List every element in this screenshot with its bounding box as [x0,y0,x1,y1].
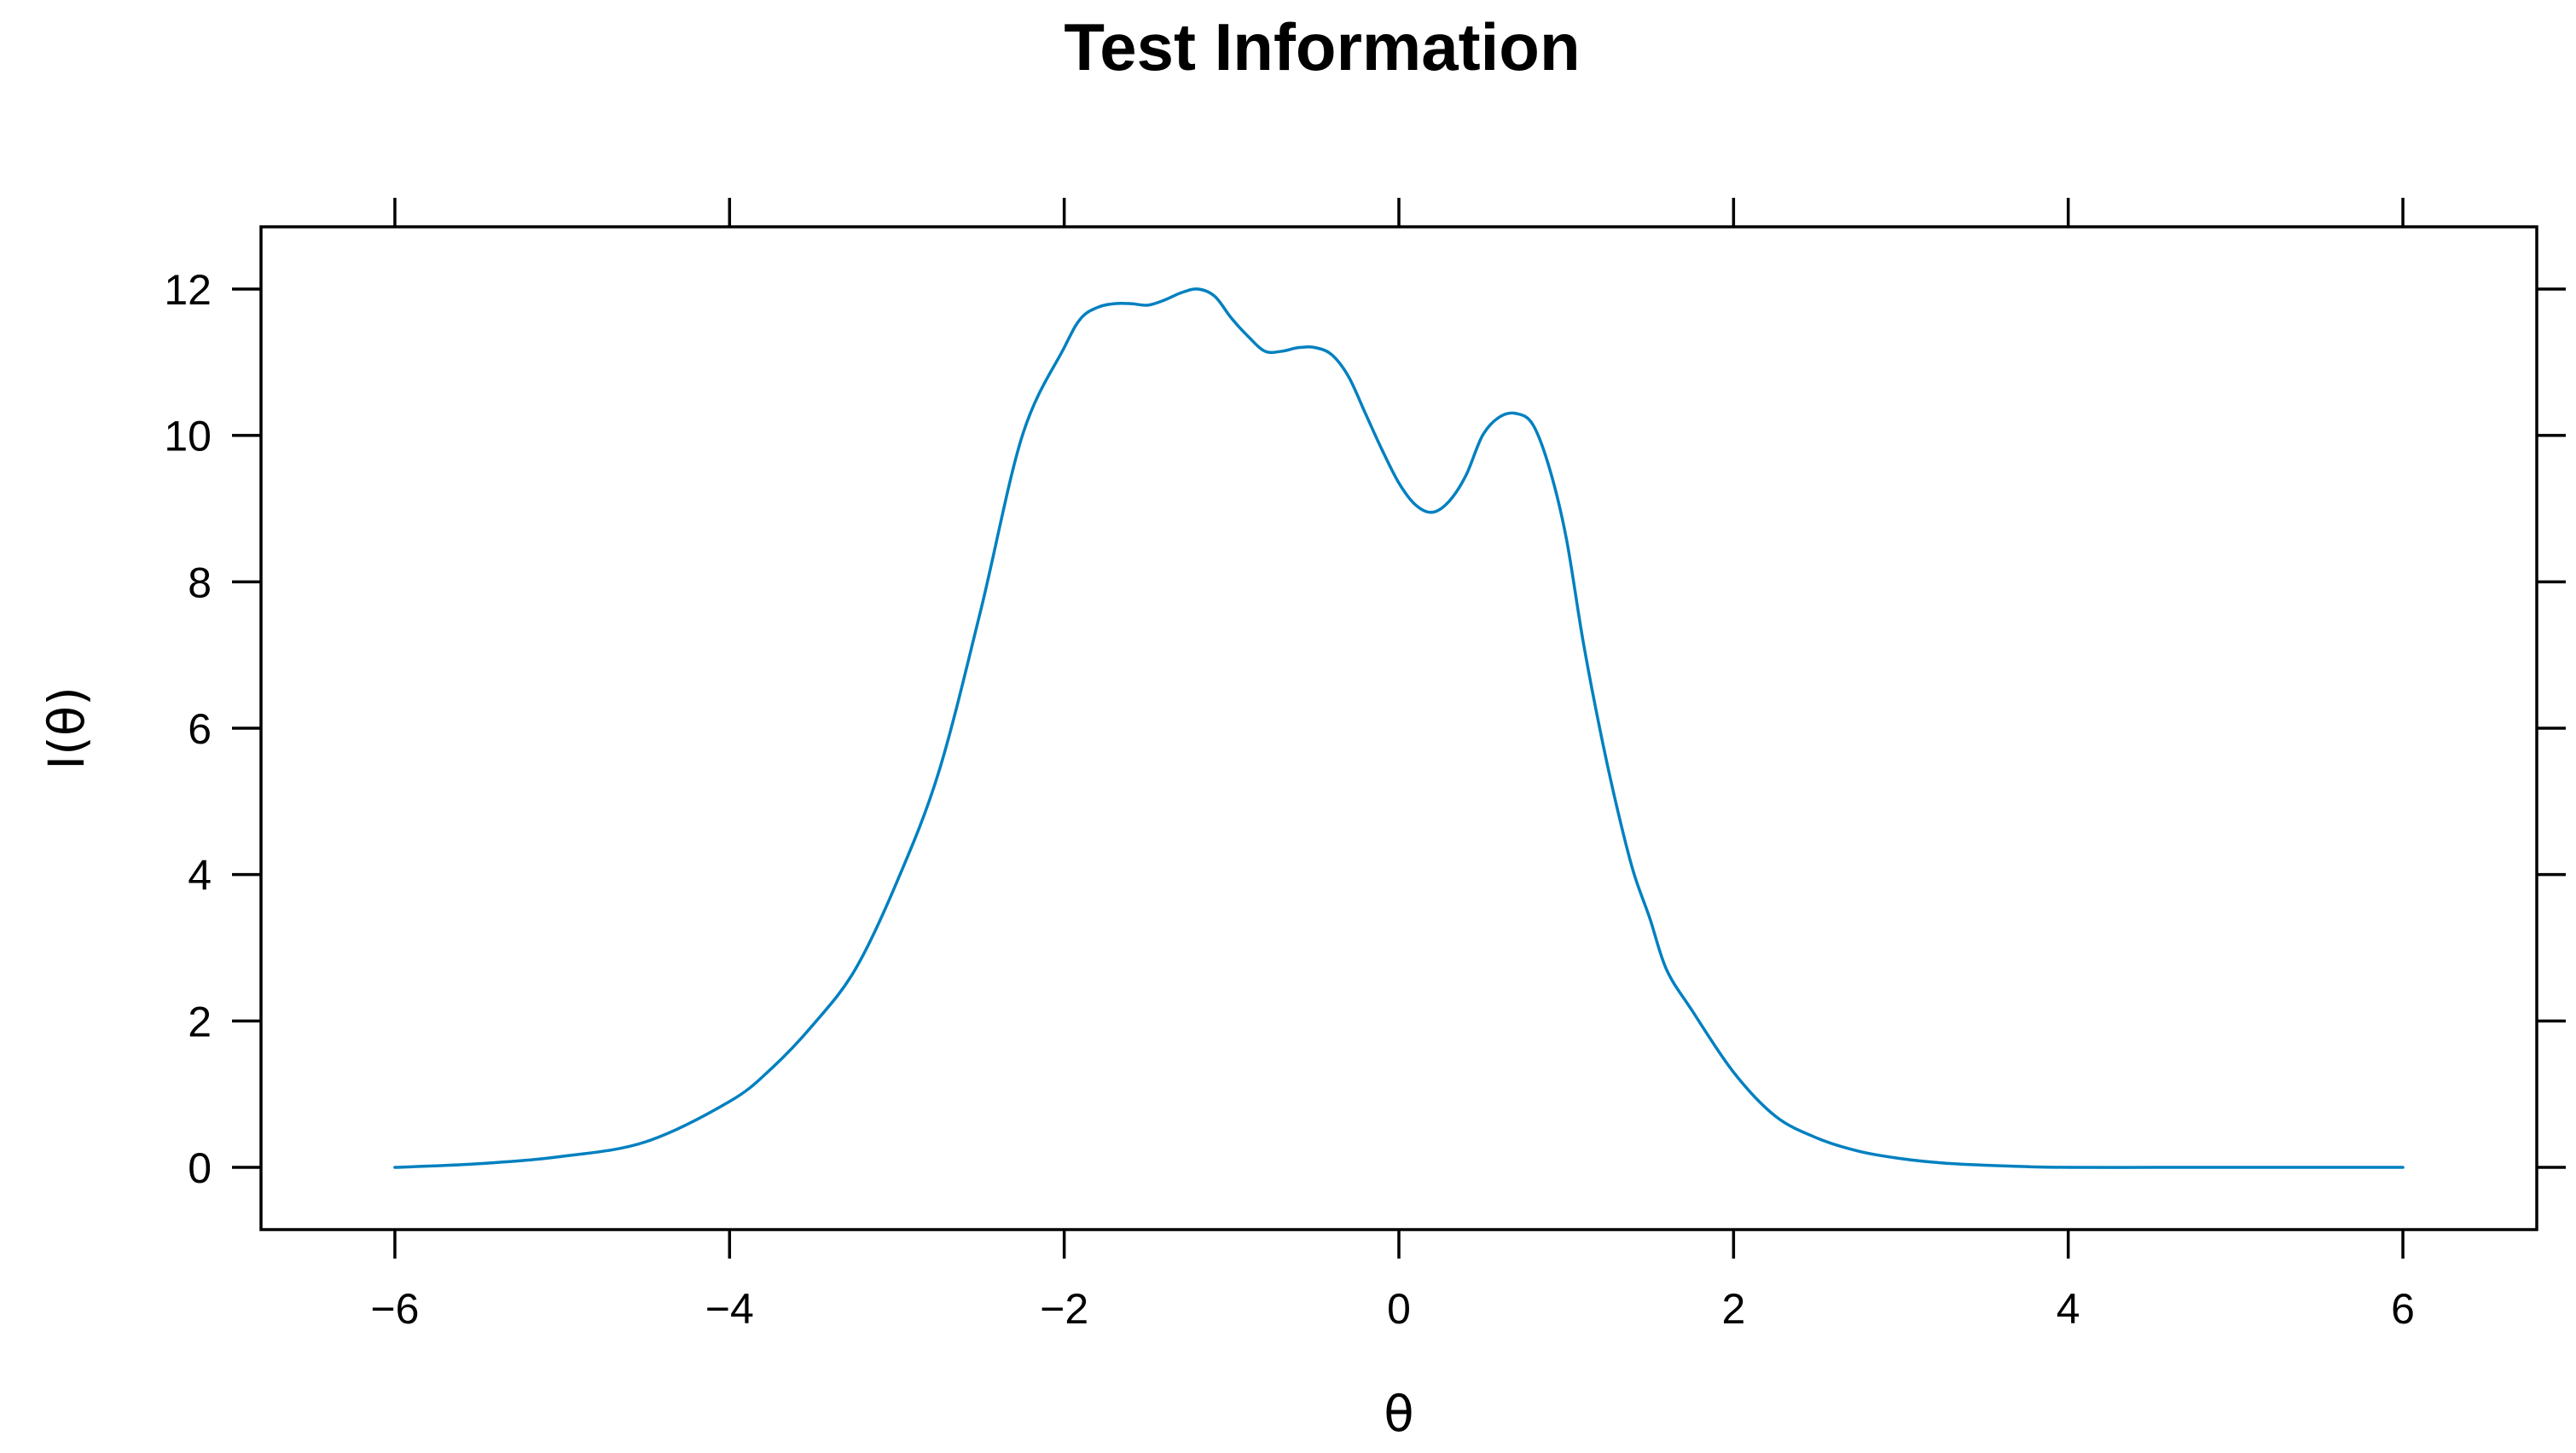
y-tick-label: 10 [164,413,212,460]
y-tick-label: 6 [188,705,212,753]
y-axis-ticks [232,287,2566,1169]
y-axis-label: I(θ) [38,686,96,770]
y-tick-label: 4 [188,852,212,900]
chart-title: Test Information [1064,9,1580,84]
y-axis-tick-labels: 0 2 4 6 8 10 12 [164,266,212,1192]
x-tick-label: −2 [1040,1285,1088,1333]
x-tick-label: 4 [2057,1285,2080,1333]
y-tick-label: 2 [188,998,212,1045]
x-tick-label: 0 [1387,1285,1411,1333]
x-tick-label: −4 [705,1285,754,1333]
y-tick-label: 8 [188,559,212,606]
x-tick-label: −6 [370,1285,419,1333]
y-tick-label: 0 [188,1144,212,1192]
y-tick-label: 12 [164,266,212,314]
x-axis-label: θ [1384,1385,1414,1443]
x-tick-label: 2 [1721,1285,1745,1333]
x-tick-label: 6 [2391,1285,2415,1333]
x-axis-tick-labels: −6 −4 −2 0 2 4 6 [370,1285,2415,1333]
information-curve-line [393,287,2405,1169]
plot-frame-border [259,225,2538,1231]
plot-frame [259,225,2538,1231]
x-axis-ticks [393,198,2405,1259]
